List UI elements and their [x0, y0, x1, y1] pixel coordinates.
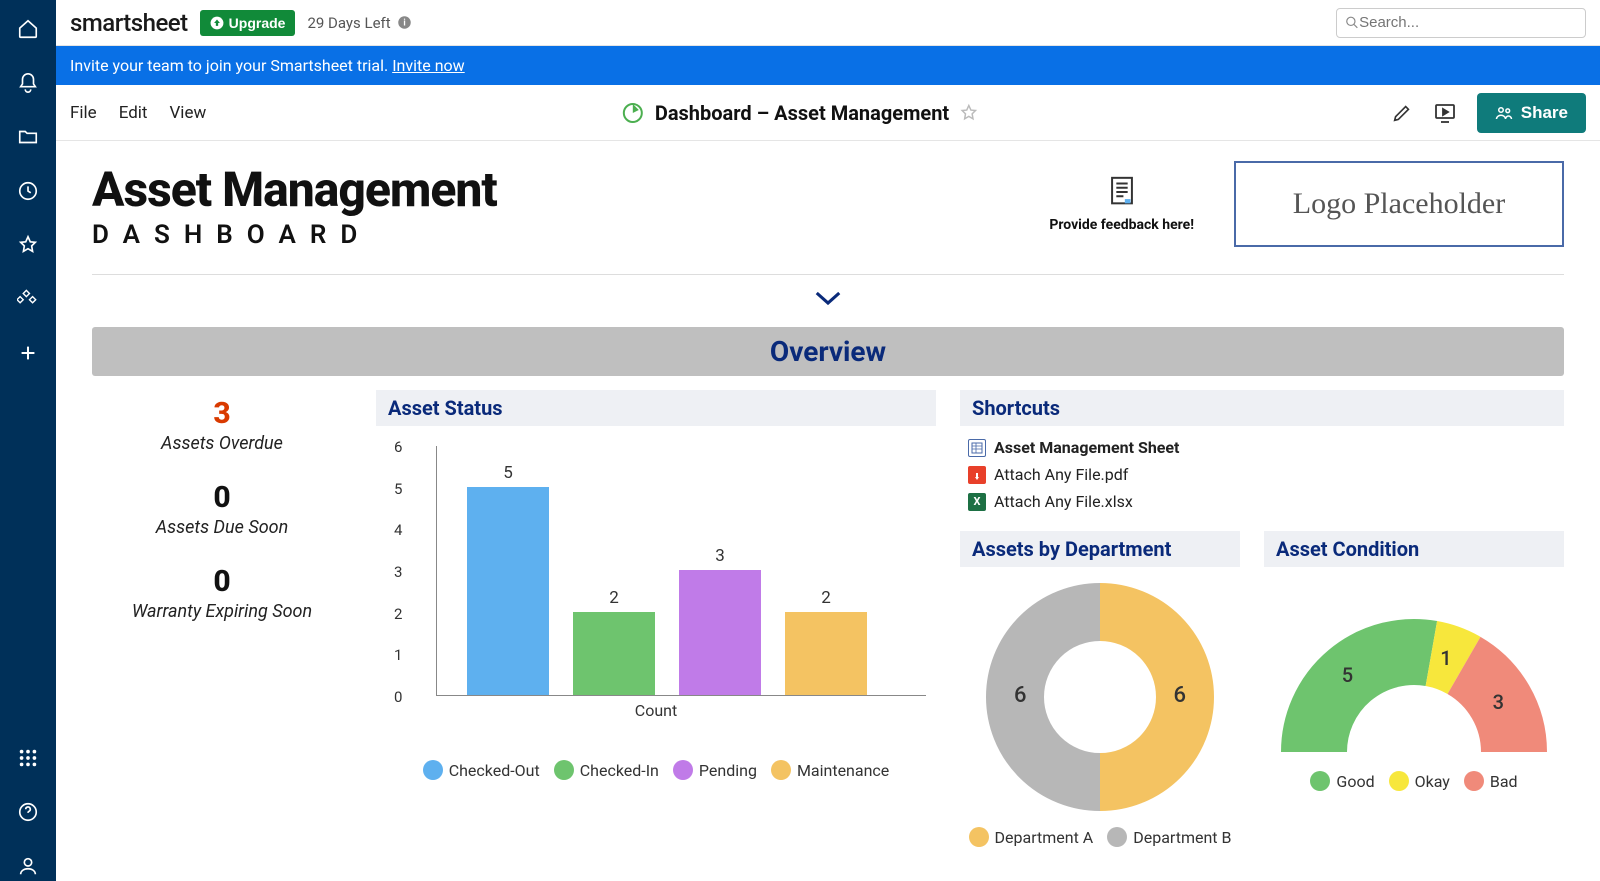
ytick: 1 [394, 646, 402, 664]
bar: 5 [467, 487, 549, 695]
ytick: 2 [394, 605, 402, 623]
metric-label: Warranty Expiring Soon [92, 601, 352, 622]
share-label: Share [1521, 103, 1568, 123]
metrics-column: 3Assets Overdue0Assets Due Soon0Warranty… [92, 390, 352, 847]
trial-days-left: 29 Days Left i [307, 14, 411, 32]
present-icon[interactable] [1433, 101, 1457, 125]
menu-view[interactable]: View [169, 103, 206, 123]
ytick: 6 [394, 438, 402, 456]
feedback-widget[interactable]: Provide feedback here! [1049, 175, 1194, 233]
metric-value: 0 [92, 564, 352, 599]
invite-banner: Invite your team to join your Smartsheet… [56, 46, 1600, 85]
folder-icon[interactable] [17, 126, 39, 152]
upgrade-button[interactable]: Upgrade [200, 10, 296, 36]
page-subtitle: DASHBOARD [92, 220, 497, 250]
edit-pencil-icon[interactable] [1391, 102, 1413, 124]
upgrade-label: Upgrade [229, 15, 286, 31]
chevron-down-icon [813, 289, 843, 307]
shortcut-item[interactable]: XAttach Any File.xlsx [968, 488, 1564, 515]
legend-item: Bad [1464, 771, 1518, 791]
ytick: 3 [394, 563, 402, 581]
xlsx-icon: X [968, 493, 986, 511]
account-icon[interactable] [17, 855, 39, 881]
cond-legend: Good Okay Bad [1264, 771, 1564, 791]
metric-value: 0 [92, 480, 352, 515]
left-nav-rail [0, 0, 56, 881]
bell-icon[interactable] [17, 72, 39, 98]
page-title: Asset Management [92, 161, 497, 218]
shortcuts-title: Shortcuts [960, 390, 1564, 426]
plus-icon[interactable] [17, 342, 39, 368]
asset-status-panel: Asset Status 5232 0123456 Count Checked-… [376, 390, 936, 847]
shortcut-item[interactable]: Asset Management Sheet [968, 434, 1564, 461]
dashboard-type-icon [621, 101, 645, 125]
dept-title: Assets by Department [960, 531, 1240, 567]
search-input[interactable] [1359, 14, 1577, 31]
menu-file[interactable]: File [70, 103, 97, 123]
bar: 2 [785, 612, 867, 695]
asset-status-chart: 5232 0123456 Count [376, 426, 936, 756]
pdf-icon [968, 466, 986, 484]
dept-panel: Assets by Department 66 Department ADepa… [960, 531, 1240, 847]
asset-status-title: Asset Status [376, 390, 936, 426]
asset-status-legend: Checked-Out Checked-In Pending Maintenance [376, 760, 936, 780]
bar: 2 [573, 612, 655, 695]
legend-item: Checked-In [554, 760, 659, 780]
overview-section-header: Overview [92, 327, 1564, 376]
metric: 3Assets Overdue [92, 396, 352, 454]
top-bar: smartsheet Upgrade 29 Days Left i [56, 0, 1600, 46]
star-icon[interactable] [17, 234, 39, 260]
legend-item: Maintenance [771, 760, 889, 780]
svg-text:i: i [403, 19, 405, 29]
shortcut-item[interactable]: Attach Any File.pdf [968, 461, 1564, 488]
search-icon [1345, 15, 1359, 30]
metric-value: 3 [92, 396, 352, 431]
legend-item: Department B [1107, 827, 1231, 847]
legend-item: Department A [969, 827, 1094, 847]
hero-row: Asset Management DASHBOARD Provide feedb… [92, 161, 1564, 250]
legend-item: Okay [1389, 771, 1450, 791]
metric-label: Assets Overdue [92, 433, 352, 454]
sheet-icon [968, 439, 986, 457]
legend-item: Good [1310, 771, 1374, 791]
apps-grid-icon[interactable] [17, 747, 39, 773]
feedback-form-icon [1105, 175, 1139, 209]
favorite-star-icon[interactable] [959, 103, 979, 123]
shortcuts-panel: Shortcuts Asset Management SheetAttach A… [960, 390, 1564, 515]
dept-legend: Department A Department B [960, 827, 1240, 847]
home-icon[interactable] [17, 18, 39, 44]
banner-text: Invite your team to join your Smartsheet… [70, 56, 388, 75]
people-icon [1495, 104, 1513, 122]
invite-link[interactable]: Invite now [392, 56, 465, 75]
xaxis-label: Count [376, 701, 936, 720]
legend-item: Pending [673, 760, 757, 780]
metric: 0Warranty Expiring Soon [92, 564, 352, 622]
workapps-icon[interactable] [17, 288, 39, 314]
search-box[interactable] [1336, 8, 1586, 38]
metric-label: Assets Due Soon [92, 517, 352, 538]
document-title[interactable]: Dashboard – Asset Management [655, 101, 949, 125]
recent-icon[interactable] [17, 180, 39, 206]
dept-donut-chart: 66 [980, 577, 1220, 817]
expand-row[interactable] [92, 274, 1564, 317]
brand-logo[interactable]: smartsheet [70, 9, 188, 37]
menu-bar: File Edit View Dashboard – Asset Managem… [56, 85, 1600, 141]
ytick: 5 [394, 480, 402, 498]
legend-item: Checked-Out [423, 760, 540, 780]
feedback-text: Provide feedback here! [1049, 217, 1194, 233]
cond-panel: Asset Condition 513 Good Okay Bad [1264, 531, 1564, 847]
logo-placeholder[interactable]: Logo Placeholder [1234, 161, 1564, 247]
cond-gauge-chart: 513 [1264, 597, 1564, 767]
metric: 0Assets Due Soon [92, 480, 352, 538]
ytick: 4 [394, 521, 402, 539]
share-button[interactable]: Share [1477, 93, 1586, 133]
cond-title: Asset Condition [1264, 531, 1564, 567]
menu-edit[interactable]: Edit [119, 103, 148, 123]
bar: 3 [679, 570, 761, 695]
help-icon[interactable] [17, 801, 39, 827]
